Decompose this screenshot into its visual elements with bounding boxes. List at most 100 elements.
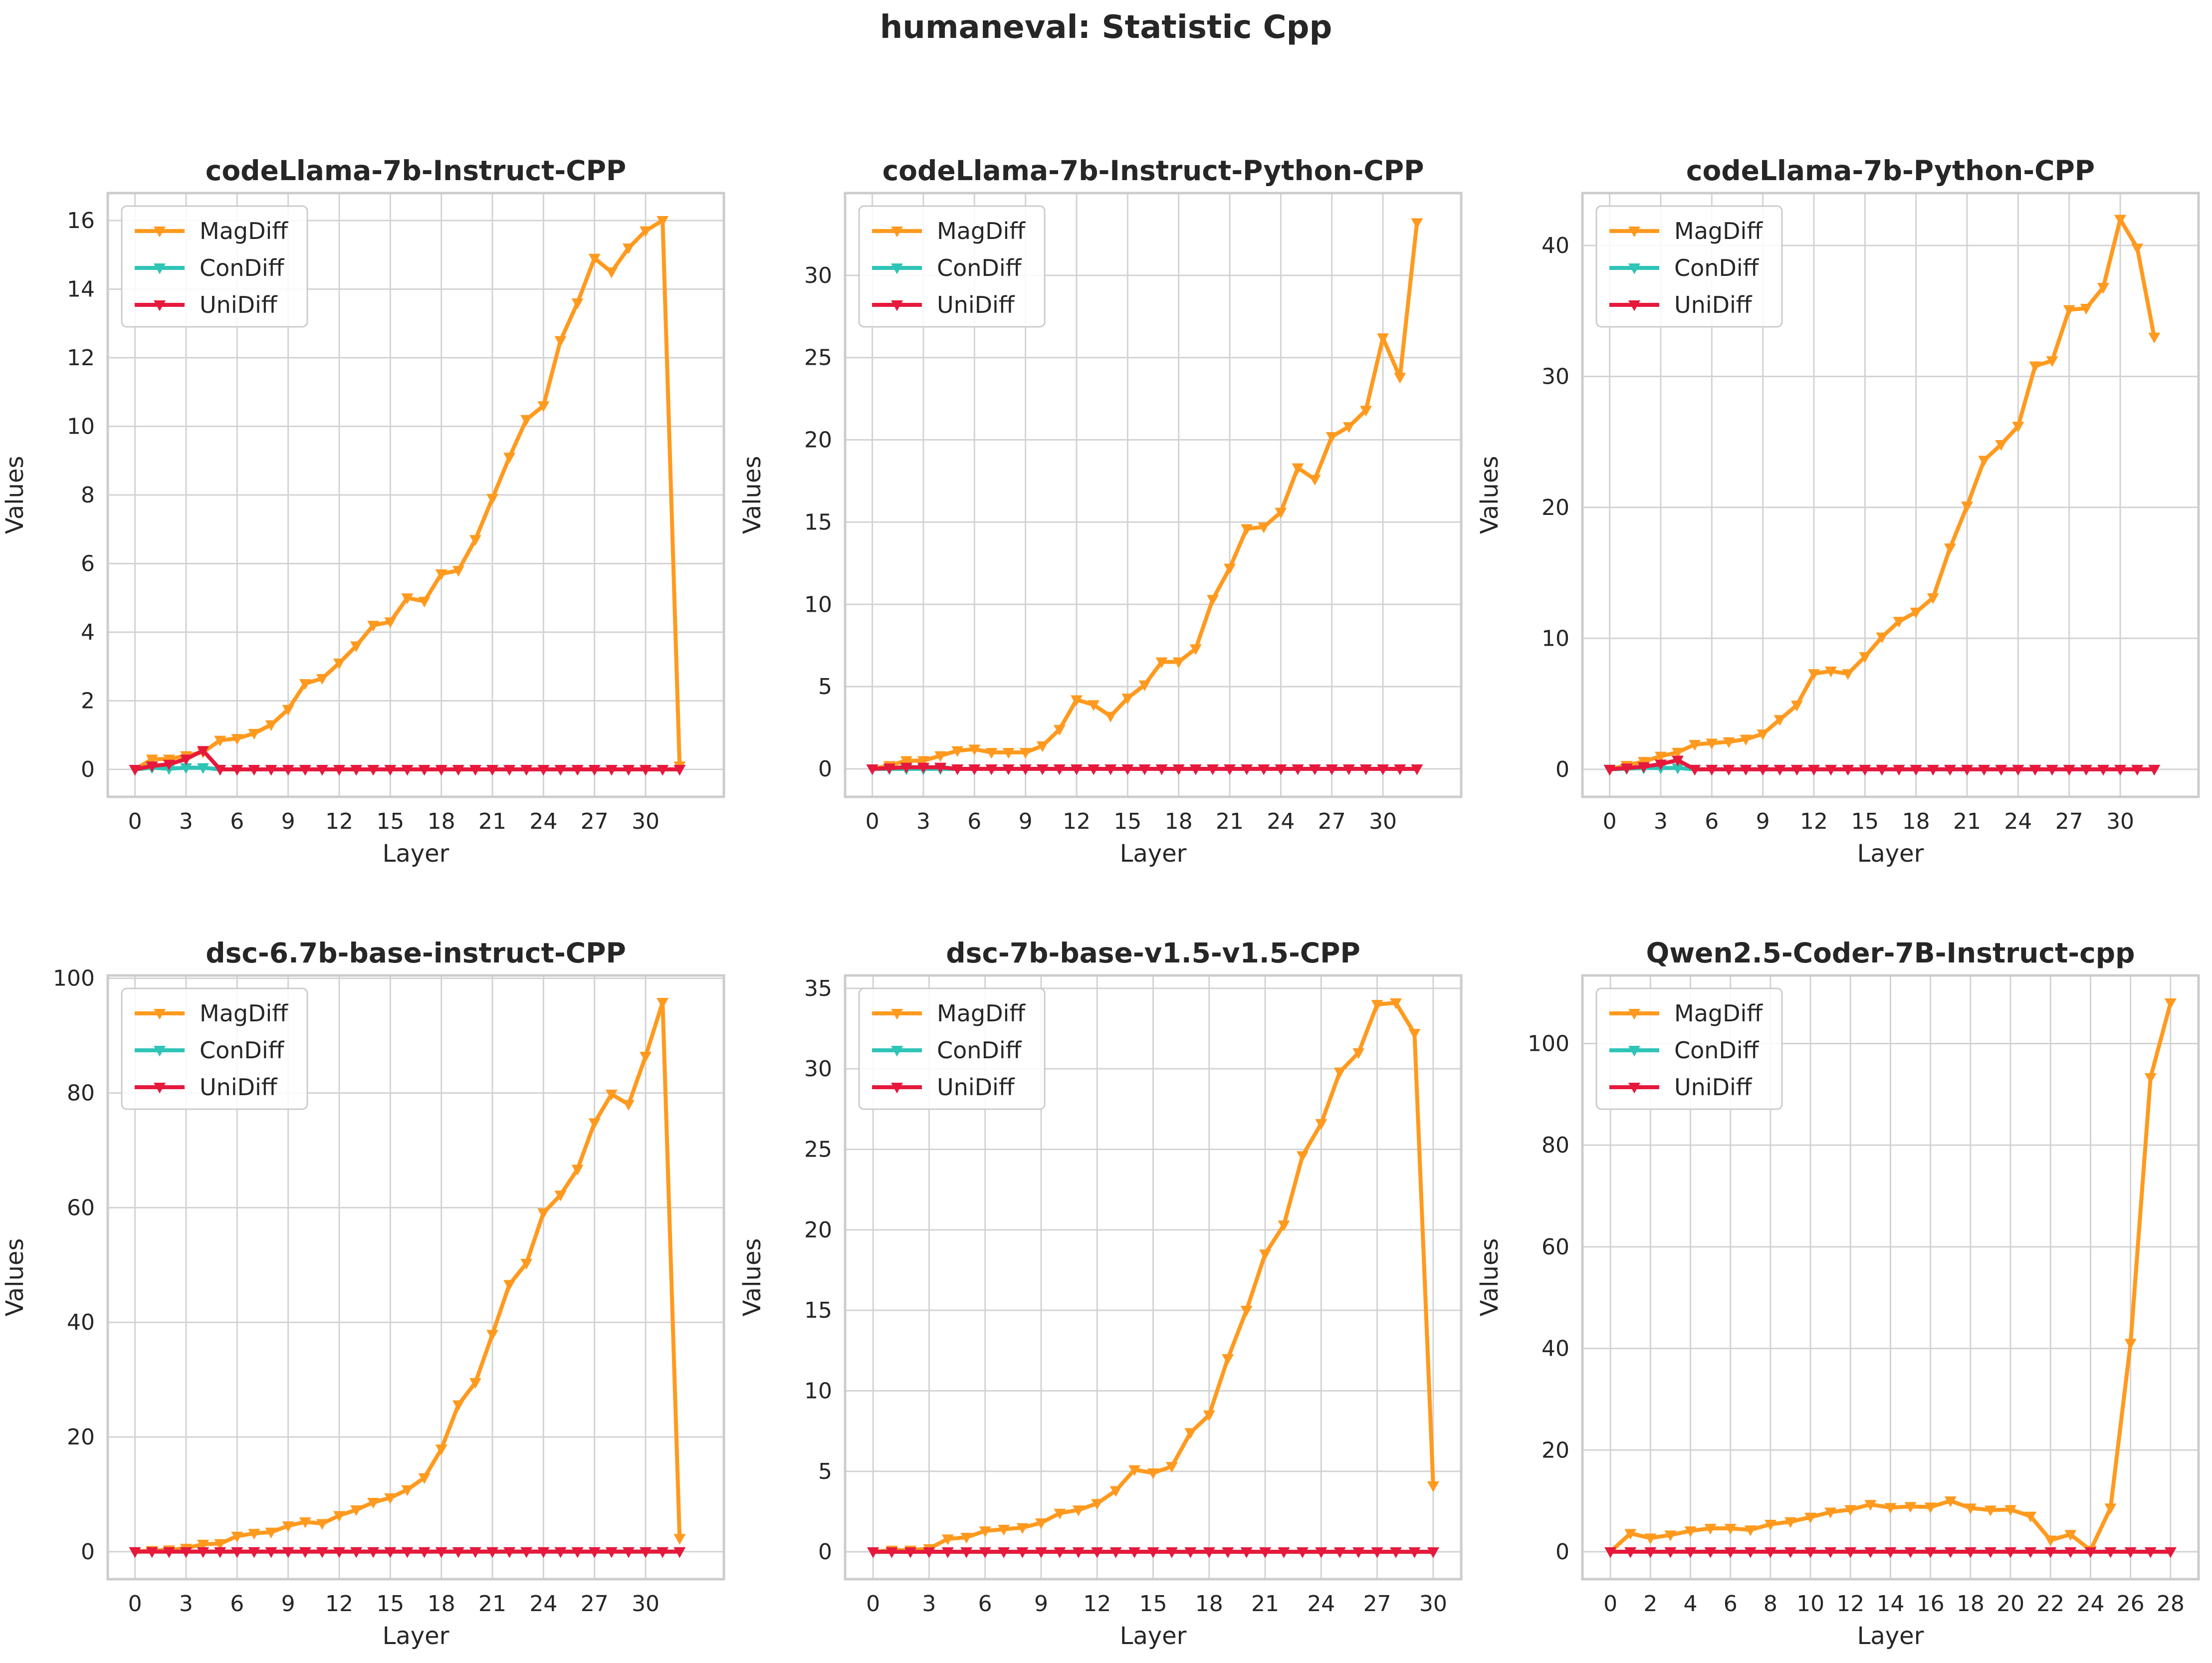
x-tick-label: 30 bbox=[2106, 809, 2134, 834]
data-point bbox=[657, 1547, 669, 1558]
data-point bbox=[917, 762, 929, 774]
data-point bbox=[1620, 763, 1633, 774]
data-point bbox=[401, 1485, 414, 1496]
plot-frame bbox=[1581, 974, 2200, 1581]
data-point bbox=[1961, 764, 1974, 776]
series-magdiff bbox=[867, 998, 1439, 1558]
data-point bbox=[350, 641, 363, 653]
data-point bbox=[1390, 1547, 1402, 1558]
y-tick-label: 100 bbox=[1528, 1031, 1569, 1056]
legend-marker bbox=[1628, 1083, 1640, 1094]
data-point bbox=[1884, 1503, 1897, 1514]
data-point bbox=[1002, 747, 1015, 759]
data-point bbox=[1924, 1547, 1937, 1558]
data-point bbox=[1377, 764, 1389, 775]
legend-marker bbox=[891, 1009, 903, 1020]
y-tick-label: 20 bbox=[67, 1425, 95, 1450]
data-point bbox=[1724, 1524, 1737, 1535]
data-point bbox=[1333, 1067, 1346, 1079]
x-tick-label: 9 bbox=[1019, 809, 1033, 834]
x-tick-label: 24 bbox=[529, 1591, 557, 1617]
plot-frame bbox=[106, 974, 725, 1581]
data-point bbox=[588, 253, 601, 265]
x-tick-label: 18 bbox=[428, 1591, 455, 1617]
data-point bbox=[146, 761, 158, 772]
subplot-2: 0 3 6 9 12 15 18 21 24 27 30 0 5 10 15 20 25 30 codeLlama-… bbox=[738, 155, 1463, 868]
data-point bbox=[180, 754, 192, 765]
x-tick-label: 12 bbox=[1083, 1591, 1111, 1617]
data-point bbox=[1371, 1000, 1383, 1011]
x-tick-label: 6 bbox=[1724, 1591, 1738, 1617]
data-point bbox=[1394, 373, 1406, 384]
data-point bbox=[1784, 1517, 1797, 1528]
data-point bbox=[1910, 607, 1922, 619]
data-point bbox=[571, 298, 584, 309]
data-point bbox=[1309, 475, 1321, 486]
x-tick-label: 3 bbox=[922, 1591, 936, 1617]
data-point bbox=[1016, 1523, 1029, 1534]
legend-label: MagDiff bbox=[937, 218, 1026, 244]
data-point bbox=[469, 1378, 481, 1389]
data-point bbox=[640, 1547, 652, 1558]
data-point bbox=[1804, 1512, 1817, 1524]
data-point bbox=[231, 734, 243, 745]
x-tick-label: 24 bbox=[1267, 809, 1295, 834]
legend-label: MagDiff bbox=[200, 218, 288, 244]
data-point bbox=[2148, 332, 2161, 344]
data-point bbox=[418, 1473, 431, 1484]
data-point bbox=[503, 765, 516, 776]
data-point bbox=[1408, 1547, 1421, 1558]
data-point bbox=[917, 756, 929, 767]
legend-label: ConDiff bbox=[937, 254, 1022, 281]
data-point bbox=[1222, 1547, 1234, 1558]
data-point bbox=[571, 1165, 584, 1176]
data-point bbox=[1147, 1547, 1159, 1558]
data-point bbox=[1624, 1529, 1637, 1540]
data-point bbox=[163, 759, 175, 771]
data-point bbox=[367, 1547, 380, 1558]
x-tick-label: 0 bbox=[128, 809, 142, 834]
data-point bbox=[520, 1258, 533, 1270]
data-point bbox=[1053, 724, 1066, 736]
data-point bbox=[1278, 1220, 1290, 1231]
x-tick-label: 28 bbox=[2157, 1591, 2185, 1617]
data-point bbox=[1390, 998, 1402, 1009]
data-point bbox=[960, 1547, 973, 1558]
y-tick-label: 4 bbox=[81, 620, 95, 645]
x-tick-label: 12 bbox=[325, 1591, 353, 1617]
legend: MagDiff ConDiff UniDiff bbox=[121, 987, 308, 1110]
legend-marker bbox=[154, 1046, 166, 1057]
y-axis-label: Values bbox=[1476, 1238, 1504, 1317]
x-axis-label: Layer bbox=[383, 1622, 449, 1650]
legend-label: ConDiff bbox=[1674, 254, 1760, 281]
data-point bbox=[503, 453, 516, 464]
data-point bbox=[197, 746, 210, 757]
data-point bbox=[316, 1547, 328, 1558]
data-point bbox=[554, 765, 567, 776]
data-point bbox=[1203, 1410, 1215, 1422]
data-point bbox=[1359, 406, 1372, 417]
data-point bbox=[1326, 764, 1338, 775]
data-point bbox=[1995, 764, 2007, 776]
data-point bbox=[951, 746, 964, 757]
data-point bbox=[1315, 1119, 1327, 1130]
data-point bbox=[1091, 1499, 1104, 1510]
data-point bbox=[1088, 700, 1100, 711]
data-point bbox=[605, 267, 618, 278]
y-tick-label: 40 bbox=[1542, 233, 1569, 258]
data-point bbox=[605, 1089, 618, 1101]
legend-marker bbox=[154, 1009, 166, 1020]
data-point bbox=[2024, 1511, 2037, 1523]
data-point bbox=[452, 1400, 464, 1412]
x-tick-label: 21 bbox=[478, 809, 506, 834]
y-tick-label: 10 bbox=[1542, 626, 1569, 651]
data-point bbox=[452, 1547, 464, 1558]
data-point bbox=[1859, 652, 1871, 663]
data-point bbox=[1624, 1547, 1637, 1558]
data-point bbox=[1904, 1502, 1917, 1513]
data-point bbox=[367, 765, 380, 776]
data-point bbox=[1924, 1502, 1937, 1513]
data-point bbox=[622, 765, 635, 776]
data-point bbox=[1259, 1249, 1272, 1260]
x-tick-label: 6 bbox=[230, 1591, 244, 1617]
